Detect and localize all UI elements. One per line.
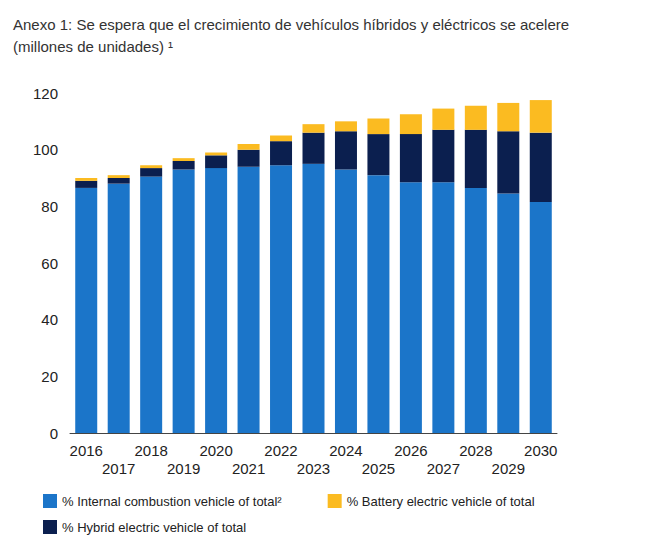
svg-text:20: 20	[41, 368, 58, 385]
svg-text:100: 100	[33, 141, 58, 158]
svg-text:% Battery electric vehicle of: % Battery electric vehicle of total	[347, 494, 535, 509]
svg-text:2020: 2020	[199, 442, 232, 459]
svg-text:2019: 2019	[167, 460, 200, 477]
svg-text:2022: 2022	[264, 442, 297, 459]
svg-text:60: 60	[41, 255, 58, 272]
svg-text:2025: 2025	[362, 460, 395, 477]
svg-text:(millones de unidades) ¹: (millones de unidades) ¹	[13, 38, 173, 55]
svg-text:% Internal combustion vehicle: % Internal combustion vehicle of total²	[62, 494, 282, 509]
svg-text:2021: 2021	[232, 460, 265, 477]
svg-text:2028: 2028	[459, 442, 492, 459]
svg-text:120: 120	[33, 85, 58, 102]
svg-text:0: 0	[50, 425, 58, 442]
svg-text:2029: 2029	[492, 460, 525, 477]
svg-text:2030: 2030	[524, 442, 557, 459]
svg-text:2016: 2016	[70, 442, 103, 459]
svg-text:Anexo 1: Se espera que el crec: Anexo 1: Se espera que el crecimiento de…	[13, 16, 573, 33]
svg-text:2023: 2023	[297, 460, 330, 477]
svg-text:2027: 2027	[427, 460, 460, 477]
svg-text:% Hybrid electric vehicle of t: % Hybrid electric vehicle of total	[62, 520, 246, 535]
svg-text:2018: 2018	[134, 442, 167, 459]
svg-text:80: 80	[41, 198, 58, 215]
svg-text:40: 40	[41, 311, 58, 328]
svg-text:2017: 2017	[102, 460, 135, 477]
svg-text:2026: 2026	[394, 442, 427, 459]
svg-text:2024: 2024	[329, 442, 362, 459]
